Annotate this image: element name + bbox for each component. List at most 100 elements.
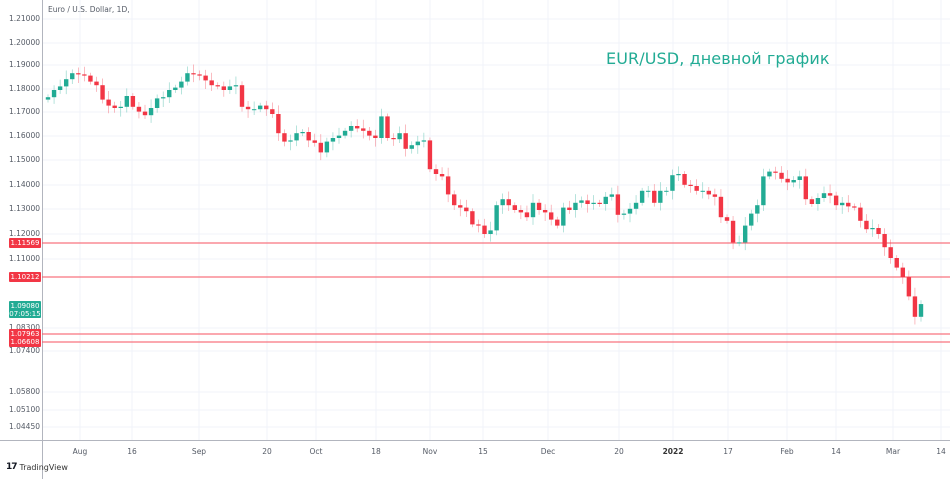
candle [688,184,693,186]
candle [839,202,845,206]
candle [767,171,772,177]
time-tick-label: Aug [72,447,88,456]
candle [439,174,445,177]
candle [112,105,117,108]
candle [173,87,178,90]
candle [470,211,475,225]
candle [106,99,111,106]
candle [300,132,305,134]
candle [221,86,227,90]
candle [361,128,366,131]
candle [118,106,123,108]
time-tick-label: 17 [723,447,733,456]
candle [421,140,427,142]
candle [427,140,433,170]
candle [918,304,924,317]
candle [821,193,827,198]
candle [755,205,760,214]
candle [664,190,669,192]
candle [76,73,81,75]
candle [282,133,287,142]
candle [882,234,887,248]
candle [330,138,336,142]
candle [57,86,63,90]
candle [773,171,778,173]
candle [652,190,657,203]
candle [706,190,712,195]
candle [627,208,633,214]
chart-annotation[interactable]: EUR/USD, дневной график [606,49,830,68]
candle [791,180,796,183]
time-tick-label: 14 [831,447,841,456]
candle [603,196,608,204]
candle [779,172,784,179]
candle [336,135,342,138]
last-price-badge: 1.09080 07:05:15 [9,301,41,318]
candle [676,174,681,176]
time-tick-label: 15 [478,447,488,456]
candle [670,175,675,191]
tradingview-logo-icon: 17 [6,462,17,472]
candle [373,135,378,138]
candle [609,194,615,197]
candle [639,190,645,203]
candle [500,199,505,206]
candle [379,116,384,138]
candle [142,111,148,116]
level-price-badge: 1.11569 [9,238,41,248]
price-tick-label: 1.13000 [8,204,40,213]
price-tick-label: 1.17000 [8,107,40,116]
candle [100,85,105,100]
candle [567,207,572,210]
last-price-value: 1.09080 [10,302,40,310]
candle [451,194,457,206]
candle [397,133,402,140]
candle [409,145,414,149]
symbol-title: Euro / U.S. Dollar, 1D, [48,5,130,14]
candle [245,106,251,110]
candle [561,207,566,226]
candle [573,202,578,210]
candle [179,81,184,88]
candle [548,212,554,220]
time-tick-label: 14 [936,447,946,456]
candle [900,267,906,278]
candle [367,130,372,136]
candle [724,217,730,221]
candle [148,108,154,116]
candle [633,202,639,209]
candle [682,174,687,185]
price-tick-label: 1.20000 [8,38,40,47]
bar-countdown: 07:05:15 [9,310,41,318]
candle [294,133,299,141]
candle [870,228,875,230]
candle [251,109,257,111]
time-tick-label: 20 [262,447,272,456]
price-tick-label: 1.16000 [8,131,40,140]
candle [597,202,602,204]
candle [718,196,724,218]
price-tick-label: 1.05100 [8,405,40,414]
candle [482,225,487,234]
candle [403,133,408,149]
tradingview-brand[interactable]: 17 TradingView [6,462,68,472]
candle [827,193,833,196]
candle [433,169,439,174]
candle [354,126,360,129]
candle [809,199,815,204]
candle [833,195,839,206]
price-tick-label: 1.14000 [8,180,40,189]
candle [761,176,766,206]
level-price-badge: 1.07963 [9,329,41,339]
candle [82,74,87,76]
candle [506,199,511,206]
time-tick-label: Oct [309,447,323,456]
candle [524,212,530,218]
candle [888,247,893,258]
brand-name: TradingView [19,462,68,472]
candle [391,138,396,140]
candle [458,205,463,208]
price-tick-label: 1.08300 [8,323,40,332]
